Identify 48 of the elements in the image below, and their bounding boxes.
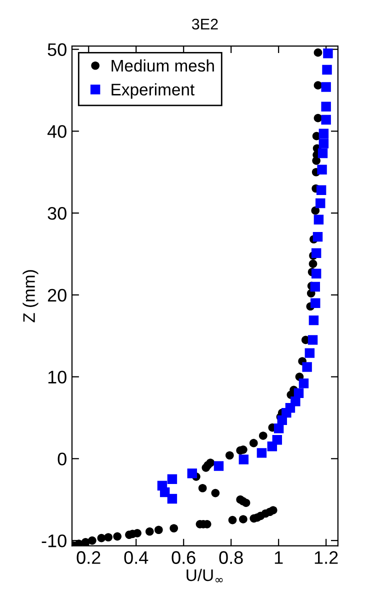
point: [312, 232, 323, 242]
chart-title: 3E2: [192, 18, 218, 30]
y-tick-label: -10: [42, 534, 66, 548]
point: [311, 268, 322, 278]
point: [238, 454, 249, 464]
x-tick-label: 0.4: [124, 551, 148, 564]
point: [256, 448, 267, 458]
point: [316, 185, 326, 195]
x-tick-label: 0.8: [219, 551, 243, 564]
point: [318, 148, 328, 158]
point: [318, 138, 329, 148]
point: [323, 48, 333, 58]
y-axis-title: Z (mm): [22, 270, 38, 322]
legend-label: Experiment: [112, 83, 194, 99]
point: [267, 442, 278, 452]
point: [308, 335, 318, 345]
y-tick-label: 0: [58, 452, 66, 466]
point: [298, 378, 309, 388]
point: [311, 248, 322, 258]
x-tick-label: 1.2: [314, 551, 338, 564]
point: [187, 468, 197, 478]
point: [314, 214, 324, 224]
point: [167, 474, 178, 484]
point: [322, 64, 332, 75]
point: [318, 128, 329, 139]
y-tick-label: 40: [47, 125, 66, 138]
x-tick-label: 1: [274, 551, 283, 564]
point: [316, 198, 326, 208]
point: [321, 102, 331, 112]
point: [308, 315, 319, 326]
point: [302, 362, 312, 372]
x-tick-label: 0.2: [76, 551, 100, 564]
legend-label: Medium mesh: [112, 59, 214, 72]
point: [310, 282, 320, 292]
point: [167, 494, 178, 504]
point: [274, 424, 284, 434]
y-tick-label: 50: [48, 43, 66, 56]
point: [321, 114, 331, 125]
point: [304, 348, 315, 358]
y-tick-label: 30: [48, 206, 66, 220]
point: [321, 82, 331, 92]
point: [317, 164, 327, 175]
x-tick-label: 0.6: [172, 551, 196, 564]
y-tick-label: 10: [48, 370, 66, 384]
y-tick-label: 20: [48, 288, 66, 302]
x-axis-title: U/U$_{∞}$: [186, 568, 223, 582]
point: [310, 298, 320, 308]
point: [214, 461, 224, 471]
